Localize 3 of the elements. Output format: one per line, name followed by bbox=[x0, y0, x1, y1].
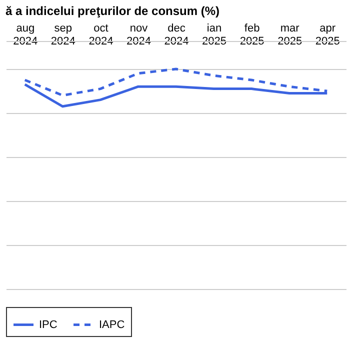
legend-label: IAPC bbox=[99, 318, 125, 331]
legend-label: IPC bbox=[39, 318, 58, 331]
chart-title: ă a indicelui preţurilor de consum (%) bbox=[6, 4, 220, 18]
